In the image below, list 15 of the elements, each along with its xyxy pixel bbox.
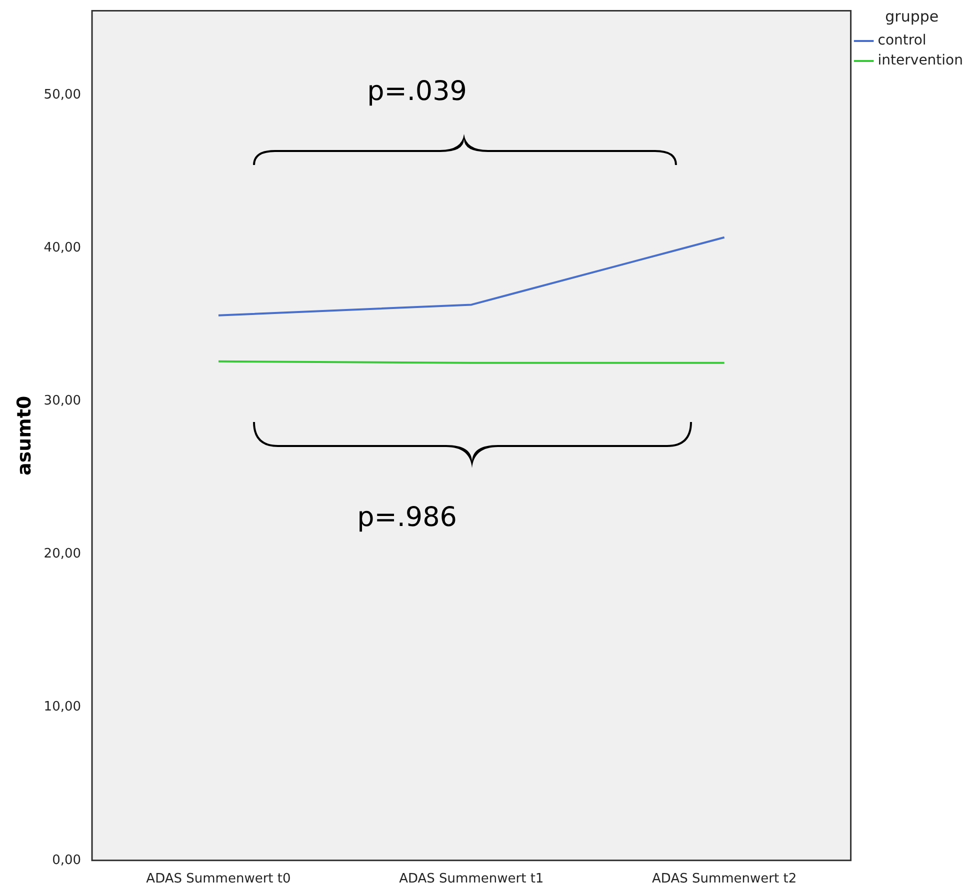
- x-tick-label: ADAS Summenwert t1: [399, 872, 544, 887]
- annotation: p=.039: [367, 76, 467, 107]
- y-tick-label: 40,00: [44, 240, 82, 256]
- y-axis-title: asumt0: [13, 396, 36, 476]
- y-tick-label: 30,00: [44, 394, 82, 409]
- legend-title: gruppe: [885, 7, 939, 26]
- y-tick-label: 50,00: [44, 87, 82, 102]
- annotation: p=.986: [357, 502, 457, 533]
- y-tick-label: 0,00: [52, 852, 82, 868]
- y-tick-label: 10,00: [44, 700, 82, 715]
- x-tick-label: ADAS Summenwert t0: [146, 872, 291, 887]
- legend-label: control: [878, 32, 926, 49]
- x-tick-label: ADAS Summenwert t2: [652, 872, 797, 887]
- y-tick-label: 20,00: [44, 546, 82, 562]
- legend-label: intervention: [878, 52, 964, 69]
